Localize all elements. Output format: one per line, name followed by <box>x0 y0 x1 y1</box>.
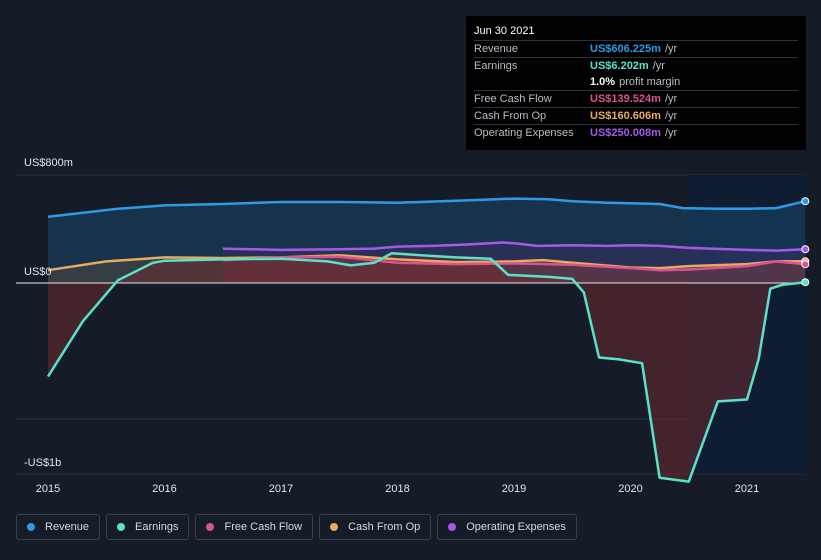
tooltip: Jun 30 2021 Revenue US$606.225m/yr Earning… <box>466 16 806 150</box>
tooltip-row-label: Free Cash Flow <box>474 93 552 105</box>
tooltip-row-unit: profit margin <box>619 76 681 88</box>
legend-item-earnings[interactable]: Earnings <box>106 514 190 540</box>
tooltip-row-label: Operating Expenses <box>474 127 574 139</box>
legend-item-free-cash-flow[interactable]: Free Cash Flow <box>195 514 314 540</box>
tooltip-row-unit: /yr <box>664 43 678 55</box>
tooltip-row-label: Revenue <box>474 43 519 55</box>
x-axis-ticks: 2015 2016 2017 2018 2019 2020 2021 <box>36 483 759 495</box>
legend-label: Cash From Op <box>348 521 421 533</box>
legend-label: Earnings <box>135 521 179 533</box>
x-tick-label: 2019 <box>502 483 526 495</box>
revenue-line <box>47 197 806 219</box>
earnings-line <box>46 252 806 483</box>
legend-dot-icon <box>330 523 339 531</box>
x-tick-label: 2020 <box>618 483 642 495</box>
tooltip-row-value: US$160.606m <box>590 110 661 122</box>
tooltip-row-value: US$250.008m <box>590 127 661 139</box>
free-cash-flow-line <box>222 255 806 272</box>
tooltip-row-value: US$6.202m <box>590 60 649 72</box>
tooltip-row: Cash From Op US$160.606m/yr <box>474 107 798 124</box>
x-tick-label: 2015 <box>36 483 60 495</box>
tooltip-date: Jun 30 2021 <box>474 25 535 37</box>
legend-dot-icon <box>27 523 35 531</box>
legend-item-operating-expenses[interactable]: Operating Expenses <box>437 514 577 540</box>
earnings-area <box>48 253 806 482</box>
legend-item-revenue[interactable]: Revenue <box>16 514 101 540</box>
series-areas <box>48 198 806 482</box>
legend-label: Free Cash Flow <box>224 521 303 533</box>
tooltip-row: Operating Expenses US$250.008m/yr <box>474 124 798 141</box>
y-axis-top-label: US$800m <box>24 157 73 169</box>
tooltip-row-label: Cash From Op <box>474 110 547 122</box>
legend-dot-icon <box>117 523 126 531</box>
y-axis-zero-label: US$0 <box>24 266 52 278</box>
legend-dot-icon <box>206 523 215 531</box>
legend-label: Operating Expenses <box>466 521 566 533</box>
series-lines <box>46 197 806 483</box>
x-tick-label: 2018 <box>385 483 409 495</box>
x-tick-label: 2016 <box>152 483 176 495</box>
tooltip-row-unit: /yr <box>652 60 665 72</box>
tooltip-row: Free Cash Flow US$139.524m/yr <box>474 90 798 107</box>
tooltip-row: 1.0% profit margin <box>474 74 798 90</box>
tooltip-row-unit: /yr <box>664 127 678 139</box>
tooltip-row-unit: /yr <box>664 93 678 105</box>
operating-expenses-line <box>222 241 806 252</box>
x-tick-label: 2017 <box>269 483 293 495</box>
legend-item-cash-from-op[interactable]: Cash From Op <box>319 514 432 540</box>
tooltip-row-label <box>474 74 590 90</box>
tooltip-row-value: US$606.225m <box>590 43 661 55</box>
tooltip-row: Revenue US$606.225m/yr <box>474 40 798 57</box>
tooltip-row-label: Earnings <box>474 60 518 72</box>
tooltip-row: Earnings US$6.202m/yr <box>474 57 798 74</box>
operating-expenses-endpoint <box>801 245 810 254</box>
tooltip-row-value: 1.0% <box>590 76 616 88</box>
tooltip-rows: Revenue US$606.225m/yr Earnings US$6.202m/y… <box>474 40 798 141</box>
series-endpoints <box>801 197 810 287</box>
revenue-endpoint <box>801 197 810 206</box>
x-tick-label: 2021 <box>735 483 759 495</box>
legend-dot-icon <box>448 523 457 531</box>
cash-from-op-line <box>47 254 806 272</box>
y-axis-bottom-label: -US$1b <box>24 457 61 469</box>
tooltip-row-value: US$139.524m <box>590 93 661 105</box>
legend-label: Revenue <box>45 521 90 533</box>
legend: Revenue Earnings Free Cash Flow Cash From O… <box>16 514 577 540</box>
earnings-endpoint <box>801 278 810 287</box>
tooltip-row-unit: /yr <box>664 110 678 122</box>
free-cash-flow-endpoint <box>801 260 810 269</box>
